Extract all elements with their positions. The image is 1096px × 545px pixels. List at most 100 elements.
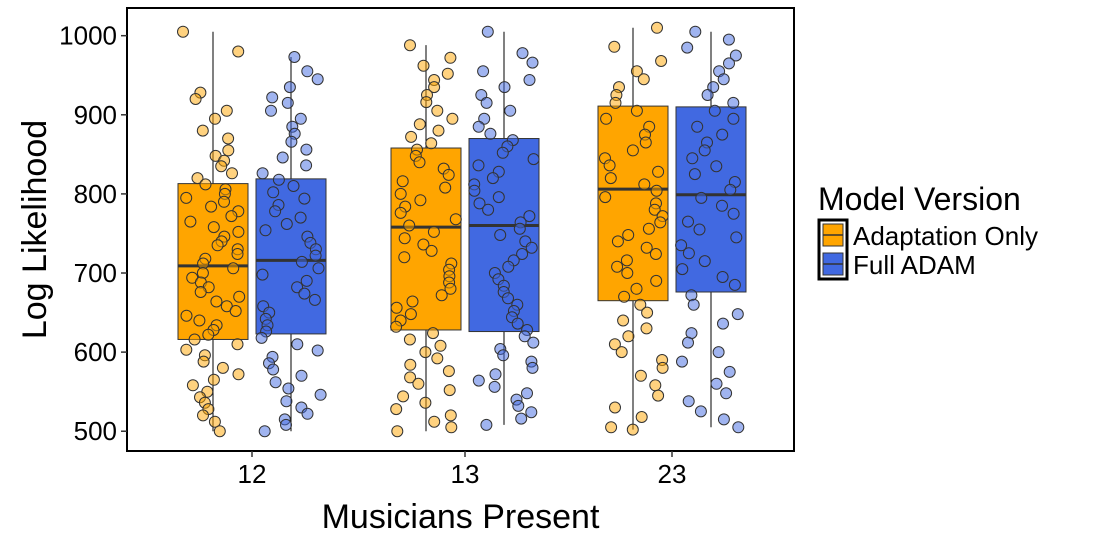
point-adaptation-only-13 (425, 137, 438, 150)
point-full-adam-23 (727, 96, 740, 109)
point-full-adam-12 (291, 338, 304, 351)
point-adaptation-only-13 (442, 365, 455, 378)
jitter-points-top (177, 21, 745, 438)
point-adaptation-only-12 (202, 328, 215, 341)
point-full-adam-23 (729, 49, 742, 62)
x-tick-label: 23 (658, 459, 687, 489)
point-adaptation-only-12 (196, 124, 209, 137)
point-full-adam-13 (518, 330, 531, 343)
point-adaptation-only-13 (428, 415, 441, 428)
boxes-layer (177, 27, 747, 432)
point-adaptation-only-23 (641, 306, 654, 319)
point-adaptation-only-23 (648, 203, 661, 216)
point-full-adam-12 (309, 249, 322, 262)
point-adaptation-only-12 (213, 425, 226, 438)
point-adaptation-only-12 (232, 225, 245, 238)
point-full-adam-13 (472, 159, 485, 172)
point-adaptation-only-13 (425, 244, 438, 257)
point-adaptation-only-12 (188, 333, 201, 346)
point-full-adam-23 (698, 255, 711, 268)
point-full-adam-12 (281, 96, 294, 109)
point-full-adam-13 (525, 241, 538, 254)
point-full-adam-13 (486, 172, 499, 185)
point-full-adam-23 (732, 421, 745, 434)
point-full-adam-23 (681, 41, 694, 54)
point-full-adam-12 (265, 104, 277, 117)
point-adaptation-only-12 (218, 195, 230, 208)
point-full-adam-23 (717, 413, 730, 426)
point-full-adam-13 (472, 374, 485, 387)
point-full-adam-12 (288, 51, 301, 63)
point-adaptation-only-13 (434, 339, 447, 352)
point-adaptation-only-13 (404, 308, 417, 321)
point-full-adam-23 (720, 387, 733, 400)
point-full-adam-23 (710, 377, 723, 390)
point-adaptation-only-23 (608, 40, 621, 53)
point-adaptation-only-23 (655, 55, 668, 67)
point-full-adam-13 (489, 368, 502, 381)
point-full-adam-12 (283, 81, 296, 94)
point-adaptation-only-23 (637, 73, 650, 86)
point-full-adam-13 (504, 104, 517, 117)
point-adaptation-only-13 (446, 112, 459, 125)
point-full-adam-12 (259, 224, 272, 237)
point-adaptation-only-23 (634, 369, 647, 382)
point-adaptation-only-23 (638, 178, 651, 191)
point-full-adam-12 (294, 211, 307, 224)
point-adaptation-only-23 (618, 290, 631, 303)
point-adaptation-only-23 (650, 274, 663, 287)
point-adaptation-only-23 (639, 136, 652, 149)
point-adaptation-only-23 (615, 346, 628, 359)
point-adaptation-only-13 (419, 346, 432, 359)
point-adaptation-only-13 (413, 156, 426, 169)
point-full-adam-23 (689, 25, 702, 38)
point-adaptation-only-13 (445, 421, 458, 434)
point-full-adam-12 (282, 382, 295, 395)
point-full-adam-23 (695, 191, 708, 204)
point-adaptation-only-12 (225, 210, 238, 223)
point-adaptation-only-13 (420, 96, 433, 109)
point-adaptation-only-13 (404, 358, 417, 371)
point-full-adam-13 (480, 418, 493, 431)
point-full-adam-13 (497, 349, 510, 362)
point-full-adam-13 (498, 81, 511, 94)
point-full-adam-13 (492, 191, 505, 204)
point-adaptation-only-23 (634, 298, 647, 311)
point-full-adam-23 (698, 144, 711, 157)
point-full-adam-12 (280, 418, 292, 431)
point-full-adam-23 (723, 365, 736, 378)
point-full-adam-12 (294, 112, 307, 125)
point-full-adam-13 (482, 203, 495, 216)
point-adaptation-only-23 (652, 165, 665, 178)
point-adaptation-only-23 (626, 423, 639, 436)
point-full-adam-23 (686, 152, 699, 165)
point-adaptation-only-12 (184, 215, 197, 228)
point-adaptation-only-23 (654, 216, 667, 229)
legend-label: Adaptation Only (853, 221, 1038, 251)
point-adaptation-only-23 (649, 248, 662, 260)
point-full-adam-13 (513, 222, 526, 235)
point-adaptation-only-23 (599, 191, 612, 204)
point-adaptation-only-12 (216, 361, 229, 374)
x-axis: 12 13 23 (238, 451, 687, 489)
point-adaptation-only-23 (622, 330, 635, 343)
point-full-adam-13 (525, 406, 538, 419)
point-full-adam-13 (526, 56, 539, 69)
point-full-adam-23 (691, 120, 704, 133)
point-adaptation-only-23 (609, 401, 621, 414)
x-tick-label: 13 (451, 459, 480, 489)
point-full-adam-12 (272, 173, 285, 186)
point-adaptation-only-12 (220, 104, 233, 117)
point-adaptation-only-13 (390, 403, 403, 416)
y-axis: 500 600 700 800 900 1000 (59, 21, 127, 446)
point-adaptation-only-23 (650, 184, 663, 197)
point-adaptation-only-13 (439, 181, 452, 194)
point-full-adam-23 (676, 263, 689, 276)
point-full-adam-12 (311, 344, 324, 357)
point-adaptation-only-12 (197, 409, 209, 422)
point-adaptation-only-23 (611, 235, 624, 248)
point-full-adam-13 (473, 197, 486, 210)
point-adaptation-only-23 (630, 282, 643, 295)
point-full-adam-13 (512, 399, 525, 412)
